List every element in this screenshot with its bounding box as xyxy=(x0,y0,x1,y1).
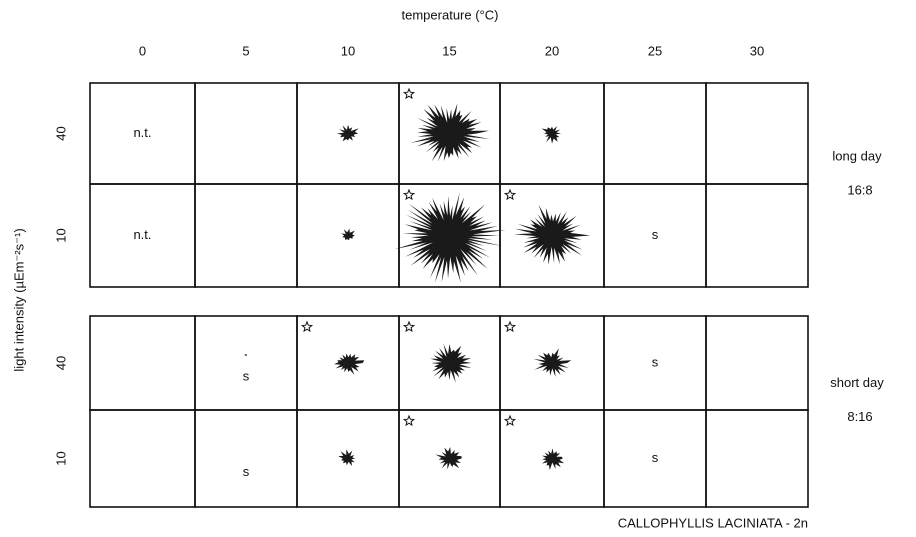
cell xyxy=(706,410,808,507)
column-label: 5 xyxy=(242,43,249,58)
row-label: 40 xyxy=(53,356,68,370)
star-symbol xyxy=(404,89,414,98)
star-symbol xyxy=(404,190,414,199)
cell-text: s xyxy=(652,227,659,242)
thallus xyxy=(436,447,462,469)
photoperiod: 8:16 xyxy=(847,409,872,424)
column-label: 30 xyxy=(750,43,764,58)
row-label: 40 xyxy=(53,126,68,140)
thallus xyxy=(542,126,561,144)
panel-label: short day xyxy=(830,375,884,390)
cell-text: s xyxy=(243,368,250,383)
star-symbol xyxy=(404,416,414,425)
cell-text: n.t. xyxy=(133,125,151,140)
star-symbol xyxy=(505,190,515,199)
thallus xyxy=(534,348,572,377)
panel-label: long day xyxy=(832,148,882,163)
star-symbol xyxy=(505,416,515,425)
thallus xyxy=(338,449,355,466)
column-label: 15 xyxy=(442,43,456,58)
thallus xyxy=(542,448,564,470)
cell xyxy=(90,410,195,507)
column-label: 0 xyxy=(139,43,146,58)
row-label: 10 xyxy=(53,228,68,242)
photoperiod: 16:8 xyxy=(847,182,872,197)
cell-text: n.t. xyxy=(133,227,151,242)
thallus xyxy=(514,205,590,265)
column-label: 20 xyxy=(545,43,559,58)
star-symbol xyxy=(302,322,312,331)
x-axis-title: temperature (°C) xyxy=(402,7,499,22)
thallus xyxy=(410,103,489,161)
figure-caption: CALLOPHYLLIS LACINIATA - 2n xyxy=(618,515,808,530)
cell xyxy=(195,316,297,410)
cell xyxy=(706,184,808,287)
y-axis-title: light intensity (µEm⁻²s⁻¹) xyxy=(11,228,26,371)
thallus xyxy=(430,344,471,383)
star-symbol xyxy=(505,322,515,331)
thallus xyxy=(334,354,364,375)
cell-text: s xyxy=(652,450,659,465)
cell xyxy=(195,184,297,287)
cell xyxy=(604,83,706,184)
cell xyxy=(706,316,808,410)
thallus xyxy=(341,229,355,241)
cell-text: s xyxy=(243,464,250,479)
column-label: 10 xyxy=(341,43,355,58)
thallus xyxy=(245,354,248,357)
thallus xyxy=(395,192,506,282)
row-label: 10 xyxy=(53,451,68,465)
column-label: 25 xyxy=(648,43,662,58)
cell xyxy=(90,316,195,410)
cell-text: s xyxy=(652,354,659,369)
figure: temperature (°C) light intensity (µEm⁻²s… xyxy=(0,0,916,537)
thallus xyxy=(337,125,359,142)
star-symbol xyxy=(404,322,414,331)
cell xyxy=(195,83,297,184)
cell xyxy=(195,410,297,507)
cell xyxy=(706,83,808,184)
